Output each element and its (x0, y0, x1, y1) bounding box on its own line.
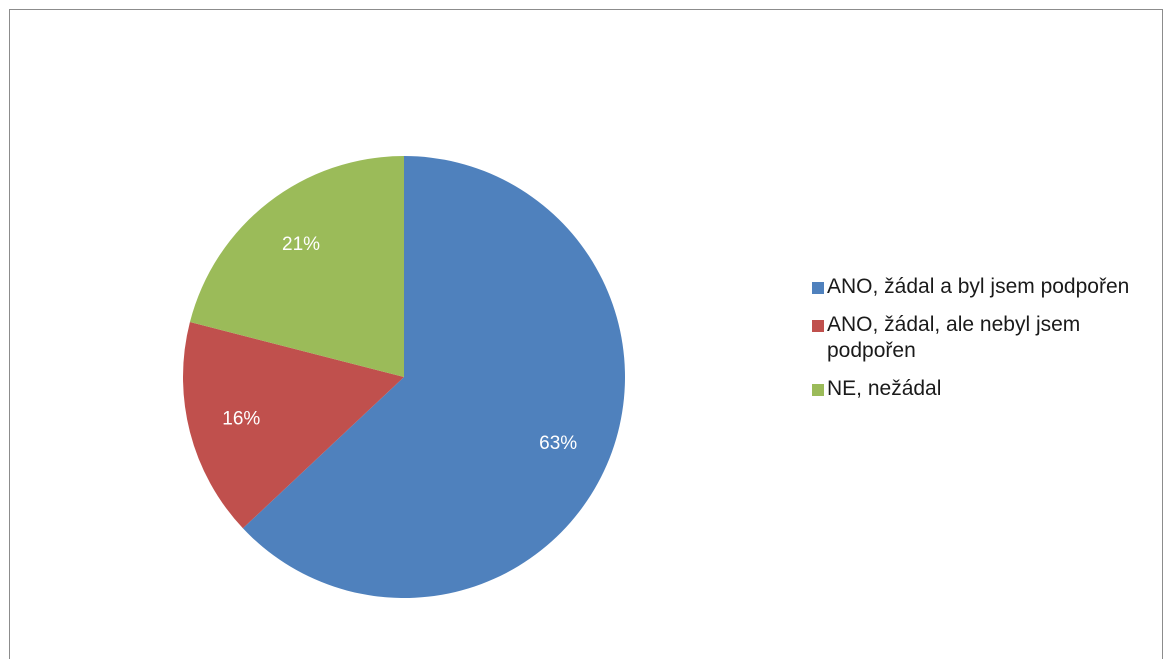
pie-slice (183, 322, 404, 529)
pie-slice (242, 156, 625, 598)
legend-item: NE, nežádal (812, 376, 1142, 402)
pie-data-labels: 63% 16% 21% (222, 234, 577, 454)
legend-label: ANO, žádal, ale nebyl jsem podpořen (827, 313, 1081, 362)
legend-label: ANO, žádal a byl jsem podpořen (827, 275, 1130, 298)
legend-swatch (812, 320, 824, 332)
pie-data-label: 63% (539, 433, 577, 454)
chart-legend: ANO, žádal a byl jsem podpořen ANO, žáda… (812, 274, 1142, 414)
legend-item: ANO, žádal, ale nebyl jsem podpořen (812, 312, 1142, 364)
legend-swatch (812, 282, 824, 294)
pie-slices (183, 155, 625, 598)
legend-item: ANO, žádal a byl jsem podpořen (812, 274, 1142, 300)
pie-slice (189, 155, 404, 377)
legend-swatch (812, 384, 824, 396)
pie-data-label: 21% (282, 234, 320, 255)
pie-data-label: 16% (222, 408, 260, 429)
legend-label: NE, nežádal (827, 377, 942, 400)
